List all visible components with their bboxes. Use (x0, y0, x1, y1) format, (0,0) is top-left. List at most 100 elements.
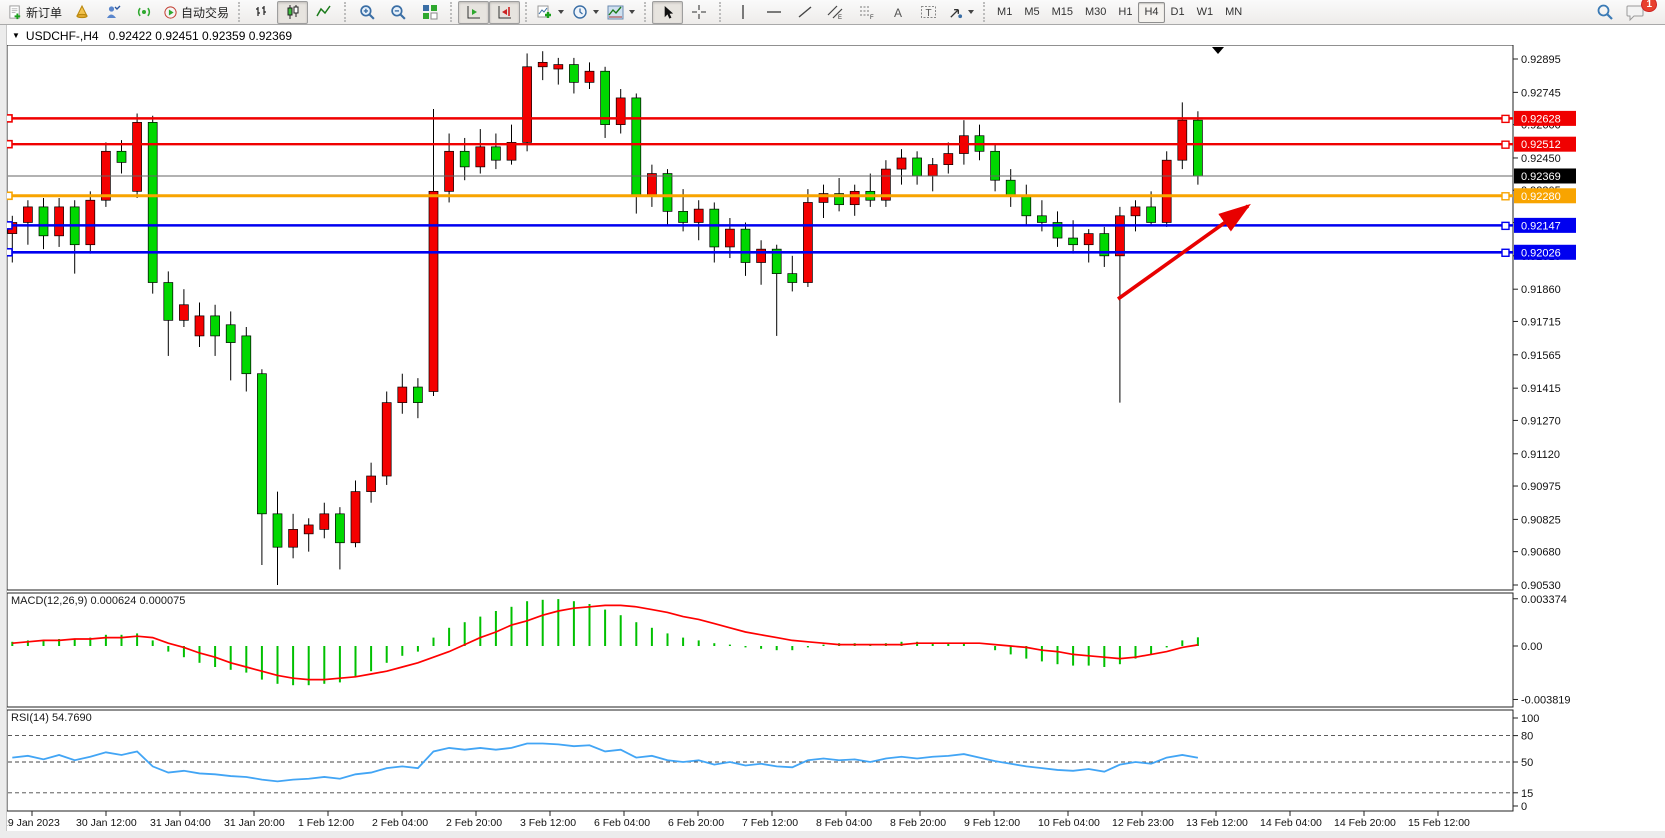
timeframe-button-M15[interactable]: M15 (1051, 6, 1073, 18)
fibonacci-icon: F (858, 4, 875, 20)
trendline-tool-button[interactable] (789, 1, 820, 24)
rsi-panel (6, 709, 1514, 812)
candle-bearish (662, 173, 673, 212)
crosshair-tool-button[interactable] (683, 1, 714, 24)
candle-bearish (678, 211, 688, 223)
hline-0.92512[interactable]: 0.92512 (4, 136, 1576, 152)
macd-signal-line (12, 604, 1199, 681)
cursor-tool-button[interactable] (652, 0, 684, 24)
periods-button[interactable] (568, 1, 603, 24)
candle-bearish (1146, 206, 1156, 223)
candle-bullish (881, 168, 891, 201)
bar-chart-type-button[interactable] (246, 1, 277, 24)
chart-list-dropdown-icon[interactable]: ▼ (12, 31, 20, 40)
market-watch-button[interactable] (66, 1, 97, 24)
profile-button[interactable] (97, 1, 128, 24)
auto-trading-label: 自动交易 (181, 5, 230, 20)
candle-bullish (849, 190, 860, 206)
add-indicator-icon (537, 4, 553, 20)
candle-bearish (272, 513, 283, 548)
candle-bearish (38, 206, 49, 237)
rsi-line (12, 742, 1199, 783)
svg-text:31 Jan 04:00: 31 Jan 04:00 (150, 817, 211, 829)
svg-text:A: A (894, 6, 902, 20)
timeframe-button-M30[interactable]: M30 (1085, 6, 1107, 18)
zoom-out-button[interactable] (383, 1, 414, 24)
broadcast-button[interactable] (128, 1, 159, 24)
templates-button[interactable] (603, 1, 639, 24)
timeframe-button-M5[interactable]: M5 (1024, 6, 1040, 18)
hline-0.92628[interactable]: 0.92628 (4, 110, 1576, 126)
channel-tool-button[interactable]: E (820, 1, 851, 24)
candle-bearish (569, 64, 579, 83)
timeframe-button-M1[interactable]: M1 (997, 6, 1013, 18)
zoom-in-button[interactable] (352, 1, 383, 24)
candle-bearish (912, 157, 922, 177)
new-order-button[interactable]: 新订单 (4, 1, 66, 24)
chevron-down-icon (558, 10, 565, 14)
search-button[interactable] (1589, 1, 1620, 24)
candle-bearish (147, 122, 158, 283)
timeframe-button-MN[interactable]: MN (1225, 6, 1243, 18)
candle-bullish (1115, 215, 1125, 257)
svg-text:30 Jan 12:00: 30 Jan 12:00 (76, 817, 137, 829)
svg-text:14 Feb 04:00: 14 Feb 04:00 (1260, 817, 1322, 829)
vertical-line-tool-button[interactable] (727, 1, 758, 24)
tile-windows-button[interactable] (414, 1, 445, 24)
tile-windows-icon (422, 4, 438, 20)
candle-bearish (1021, 195, 1032, 217)
trend-arrow[interactable] (1116, 203, 1251, 301)
candle-bullish (584, 70, 595, 83)
candle-bullish (397, 386, 408, 403)
notification-badge: 1 (1641, 0, 1657, 12)
label-tool-button[interactable]: T (913, 1, 944, 24)
svg-text:10 Feb 04:00: 10 Feb 04:00 (1038, 817, 1100, 829)
hline-anchor (1501, 114, 1510, 124)
arrows-tool-button[interactable] (944, 1, 978, 24)
candle-bullish (1130, 206, 1141, 217)
timeframe-button-H1[interactable]: H1 (1118, 6, 1133, 18)
broadcast-icon (136, 4, 152, 20)
timeframe-button-H4[interactable]: H4 (1138, 1, 1165, 23)
candle-bullish (132, 122, 142, 192)
line-chart-type-button[interactable] (308, 1, 339, 24)
chart-header: ▼ USDCHF-,H4 0.92422 0.92451 0.92359 0.9… (0, 26, 1665, 45)
toolbar-separator (719, 2, 722, 22)
candlestick-chart-type-button[interactable] (277, 0, 309, 24)
notifications-button[interactable]: 1 (1620, 0, 1657, 24)
fibonacci-tool-button[interactable]: F (851, 1, 882, 24)
svg-text:0.00: 0.00 (1521, 641, 1542, 653)
candle-bullish (506, 142, 517, 161)
candle-bearish (1068, 237, 1078, 246)
svg-text:0: 0 (1521, 801, 1527, 813)
chart-shift-button[interactable] (489, 0, 521, 24)
candle-bearish (1099, 233, 1110, 257)
chart-shift-icon (497, 4, 513, 20)
candle-bearish (335, 513, 345, 544)
auto-trading-button[interactable]: 自动交易 (159, 1, 233, 24)
add-indicator-button[interactable] (533, 1, 568, 24)
svg-text:12 Feb 23:00: 12 Feb 23:00 (1112, 817, 1174, 829)
toolbar-separator (644, 2, 647, 22)
horizontal-line-tool-button[interactable] (758, 1, 789, 24)
text-tool-button[interactable]: A (882, 1, 913, 24)
timeframe-button-W1[interactable]: W1 (1196, 6, 1214, 18)
candle-bullish (818, 193, 829, 203)
timeframe-button-D1[interactable]: D1 (1170, 6, 1185, 18)
candle-bullish (179, 304, 189, 321)
candle-bullish (647, 173, 657, 197)
hline-0.92147[interactable]: 0.92147 (4, 217, 1576, 233)
svg-text:8 Feb 04:00: 8 Feb 04:00 (816, 817, 872, 829)
candle-bullish (23, 206, 33, 223)
price-axis: 0.928950.927450.926000.924500.923050.921… (1513, 54, 1561, 592)
svg-text:0.91860: 0.91860 (1521, 284, 1561, 296)
svg-text:T: T (926, 8, 932, 19)
auto-scroll-button[interactable] (458, 0, 490, 24)
svg-text:E: E (838, 15, 842, 20)
candle-bearish (241, 335, 252, 375)
candle-bullish (756, 248, 766, 263)
new-order-label: 新订单 (26, 5, 63, 20)
hline-anchor (1501, 221, 1510, 231)
trendline-icon (797, 4, 813, 20)
